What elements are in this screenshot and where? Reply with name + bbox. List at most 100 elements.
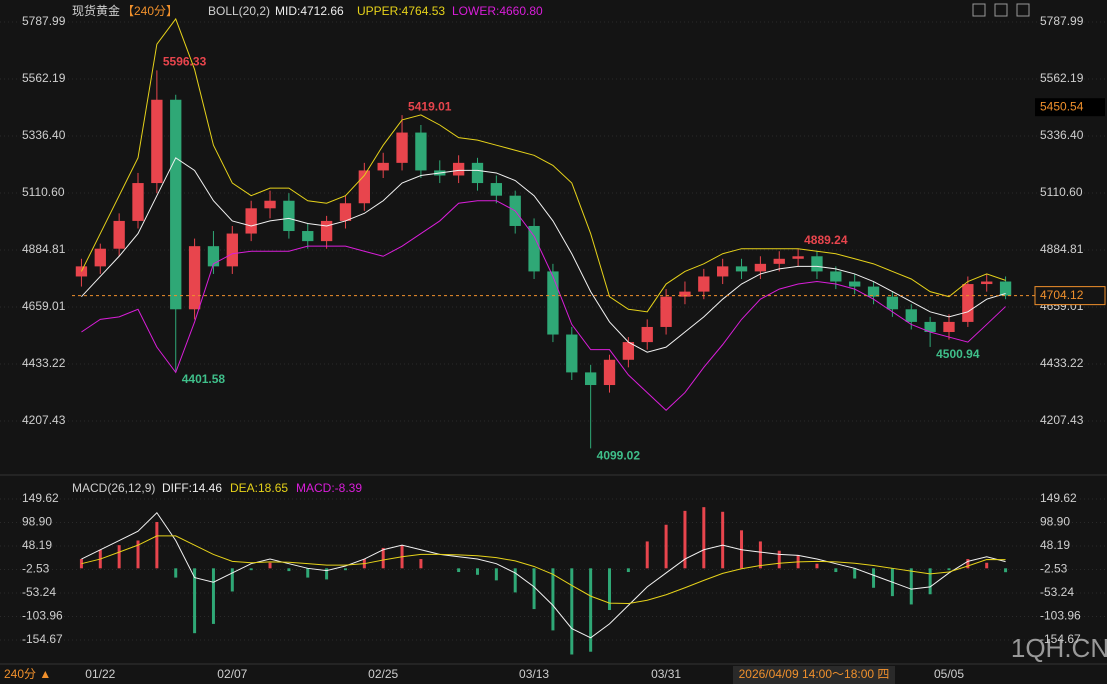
candle-body xyxy=(584,372,597,386)
candle-body xyxy=(377,162,389,171)
candle-body xyxy=(264,200,276,209)
macd-bar xyxy=(645,541,649,569)
y-tick-label: 5110.60 xyxy=(22,185,65,199)
indicator-line xyxy=(81,535,1006,605)
macd-legend: MACD:-8.39 xyxy=(296,481,362,495)
x-tick-label: 03/13 xyxy=(519,667,549,681)
indicator: BOLL(20,2) xyxy=(208,4,270,18)
macd-bar xyxy=(513,568,517,593)
candle-body xyxy=(660,296,672,327)
candle-body xyxy=(188,246,201,310)
y-tick-label: 5787.99 xyxy=(22,14,66,28)
diff-legend: DIFF:14.46 xyxy=(162,481,222,495)
candle-body xyxy=(396,132,408,163)
crosshair-price: 5450.54 xyxy=(1040,99,1084,113)
period-footer[interactable]: 240分 ▲ xyxy=(4,667,51,681)
upper-legend: UPPER:4764.53 xyxy=(357,4,445,18)
candle-body xyxy=(999,281,1012,296)
y-tick-label: -2.53 xyxy=(1040,562,1068,576)
macd-bar xyxy=(249,568,253,571)
candle-body xyxy=(943,321,955,333)
macd-bar xyxy=(758,541,762,569)
candle-body xyxy=(773,258,785,264)
candle-body xyxy=(622,342,635,360)
macd-bar xyxy=(381,547,385,569)
candle-body xyxy=(698,276,710,292)
candle-body xyxy=(170,99,182,310)
candle-body xyxy=(358,170,370,204)
macd-bar xyxy=(909,568,913,605)
candle-body xyxy=(471,162,484,184)
y-tick-label: 4433.22 xyxy=(22,356,66,370)
candle-body xyxy=(547,271,559,335)
macd-bar xyxy=(174,568,178,578)
y-tick-label: 5336.40 xyxy=(22,128,66,142)
x-tick-label: 05/05 xyxy=(934,667,964,681)
macd-bar xyxy=(985,562,989,569)
candle-body xyxy=(830,271,842,282)
indicator-line xyxy=(80,17,1006,313)
macd-bar xyxy=(457,568,461,573)
candle-body xyxy=(283,200,295,232)
candle-body xyxy=(320,220,333,242)
y-tick-label: -103.96 xyxy=(1040,609,1081,623)
y-tick-label: -154.67 xyxy=(1040,632,1081,646)
y-tick-label: -103.96 xyxy=(22,609,63,623)
indicator-line xyxy=(81,200,1006,411)
macd-bar xyxy=(570,568,574,655)
icon[interactable] xyxy=(1016,3,1030,17)
icon[interactable] xyxy=(994,3,1008,17)
macd-bar xyxy=(193,568,197,634)
extreme-label: 5419.01 xyxy=(408,99,452,113)
y-tick-label: -53.24 xyxy=(1040,585,1074,599)
candle-body xyxy=(641,326,653,343)
crosshair-date-box xyxy=(733,666,895,684)
candle-body xyxy=(924,321,936,333)
y-tick-label: 98.90 xyxy=(22,515,52,529)
indicator-line xyxy=(81,511,1006,639)
y-tick-label: 149.62 xyxy=(22,491,59,505)
macd-bar xyxy=(325,568,329,580)
y-tick-label: 4884.81 xyxy=(22,242,66,256)
candle-body xyxy=(94,248,106,267)
y-tick-label: -53.24 xyxy=(22,585,56,599)
macd-bar xyxy=(211,568,215,624)
indicator-line xyxy=(81,157,1006,353)
y-tick-label: -2.53 xyxy=(22,562,50,576)
macd-bar xyxy=(589,568,593,652)
macd-bar xyxy=(872,568,876,588)
watermark: 1QH.CN xyxy=(1011,633,1107,663)
macd-bar xyxy=(475,568,479,575)
macd-bar xyxy=(777,550,781,569)
y-tick-label: 5336.40 xyxy=(1040,128,1084,142)
x-tick-label: 01/22 xyxy=(85,667,115,681)
y-tick-label: 98.90 xyxy=(1040,515,1070,529)
candle-body xyxy=(735,266,748,272)
y-tick-label: 5110.60 xyxy=(1040,185,1083,199)
candle-body xyxy=(962,284,974,322)
macd-bar xyxy=(683,510,687,569)
candle-body xyxy=(226,233,238,267)
x-tick-label: 03/31 xyxy=(651,667,681,681)
candle-body xyxy=(792,256,804,259)
candle-body xyxy=(490,183,503,196)
lower-legend: LOWER:4660.80 xyxy=(452,4,543,18)
extreme-label: 4889.24 xyxy=(804,233,848,247)
y-tick-label: 5787.99 xyxy=(1040,14,1084,28)
candle-body xyxy=(754,263,767,272)
mid-legend: MID:4712.66 xyxy=(275,4,344,18)
macd-bar xyxy=(419,559,423,569)
macd-bar xyxy=(664,524,668,569)
x-tick-label: 02/25 xyxy=(368,667,398,681)
candle-body xyxy=(886,296,899,310)
candle-body xyxy=(849,281,861,287)
macd-bar xyxy=(117,545,121,569)
y-tick-label: 48.19 xyxy=(1040,538,1070,552)
macd-bar xyxy=(966,559,970,569)
macd-bar xyxy=(343,568,347,571)
icon[interactable] xyxy=(972,3,986,17)
candle-body xyxy=(245,208,257,234)
macd-bar xyxy=(306,568,310,578)
candle-body xyxy=(905,309,917,322)
